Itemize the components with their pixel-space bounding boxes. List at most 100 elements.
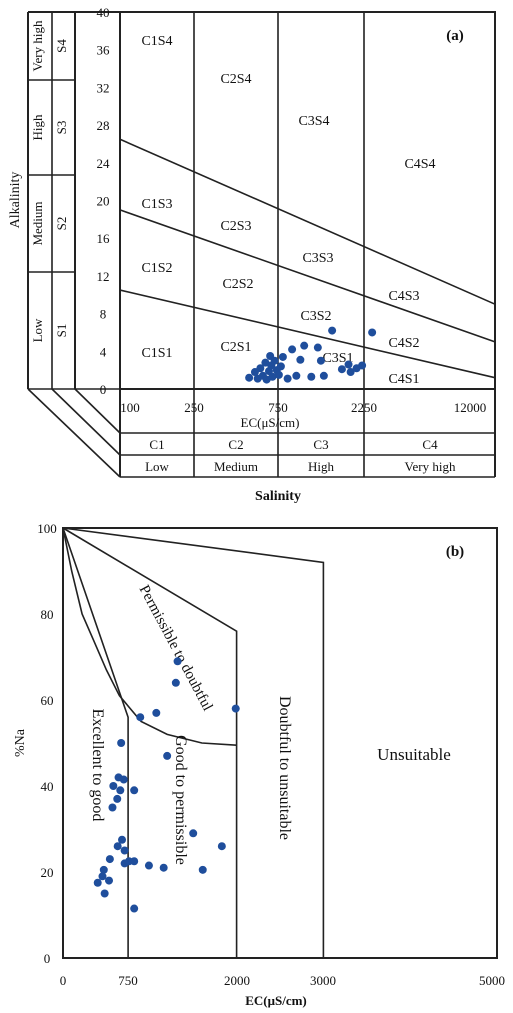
region-label: Permissible to doubtful	[136, 583, 216, 714]
panel-b-data-point	[171, 678, 180, 687]
sodium-level-label: High	[30, 114, 45, 141]
zone-label: C2S1	[220, 340, 251, 355]
sodium-code-label: S2	[54, 217, 69, 231]
panel-b-data-point	[99, 865, 108, 874]
panel-b-data-point	[189, 829, 198, 838]
panel-a-ylabel: Alkalinity	[8, 172, 23, 229]
panel-b-data-point	[118, 835, 127, 844]
salinity-level-label: Very high	[405, 459, 456, 474]
panel-b-ytick: 80	[41, 607, 54, 622]
zone-label: C4S2	[388, 336, 419, 351]
salinity-code-label: C2	[228, 437, 243, 452]
sodium-code-label: S1	[54, 324, 69, 338]
zone-label: C4S1	[388, 372, 419, 387]
panel-a-data-point	[292, 371, 301, 380]
panel-b-data-point	[120, 846, 129, 855]
zone-label: C3S4	[298, 114, 329, 129]
panel-a-data-point	[346, 368, 355, 377]
sodium-boundary-line-2	[119, 138, 496, 305]
panel-a-ytick: 4	[100, 344, 107, 359]
panel-a-data-point	[337, 365, 346, 374]
panel-a-data-point	[268, 372, 277, 381]
panel-a-data-point	[344, 360, 353, 369]
sodium-level-label: Medium	[30, 201, 45, 245]
region-label: Excellent to good	[89, 709, 106, 822]
panel-b-data-point	[159, 863, 168, 872]
panel-b-data-point	[119, 775, 128, 784]
region-label: Doubtful to unsuitable	[276, 696, 293, 840]
panel-b-xtick: 2000	[224, 973, 250, 988]
panel-b-data-point	[136, 713, 145, 722]
salinity-level-label: Low	[145, 459, 169, 474]
panel-b-data-point	[130, 857, 139, 866]
panel-b-xtick: 5000	[479, 973, 505, 988]
panel-a-data-point	[245, 373, 254, 382]
panel-a-data-point	[313, 343, 322, 352]
panel-b-data-point	[173, 657, 182, 666]
region-label: Good to permissible	[172, 735, 189, 865]
sodium-boundary-line-0	[119, 289, 496, 379]
panel-b-data-point	[120, 859, 129, 868]
zone-label: C4S3	[388, 289, 419, 304]
panel-b-data-point	[113, 842, 122, 851]
panel-b-data-point	[152, 708, 161, 717]
panel-a-data-point	[328, 326, 337, 335]
panel-a-ytick: 16	[97, 231, 111, 246]
panel-b-ytick: 40	[41, 779, 54, 794]
panel-a-data-point	[296, 355, 305, 364]
panel-a-data-point	[300, 341, 309, 350]
panel-b-data-point	[130, 786, 139, 795]
panel-a-xlabel: EC(μS/cm)	[241, 415, 300, 430]
boundary-doubtful	[62, 527, 325, 958]
panel-a-ytick: 40	[97, 5, 110, 20]
panel-b-ytick: 20	[41, 865, 54, 880]
panel-b-xtick: 0	[60, 973, 67, 988]
panel-b-frame	[62, 527, 498, 959]
salinity-level-label: High	[308, 459, 335, 474]
panel-a-data-point	[288, 345, 297, 354]
zone-label: C2S2	[222, 277, 253, 292]
panel-a-xtick: 2250	[351, 400, 377, 415]
panel-b-data-point	[105, 876, 114, 885]
panel-a-data-point	[274, 370, 283, 379]
boundary-excellent	[62, 527, 129, 958]
zone-label: C1S4	[141, 34, 172, 49]
panel-b-ytick: 60	[41, 693, 54, 708]
panel-b-data-point	[117, 739, 126, 747]
panel-a-ytick: 12	[97, 269, 110, 284]
panel-a-frame	[119, 11, 496, 390]
salinity-code-label: C3	[313, 437, 328, 452]
panel-b-xlabel: EC(μS/cm)	[245, 993, 307, 1008]
panel-a-data-point	[358, 361, 367, 370]
panel-a-ytick: 28	[97, 118, 110, 133]
panel-a-data-point	[319, 371, 328, 380]
panel-a-data-point	[276, 362, 285, 371]
panel-b-ytick: 0	[44, 951, 51, 966]
panel-b-label: (b)	[446, 544, 464, 560]
panel-a-salinity-title: Salinity	[255, 489, 301, 504]
zone-label: C4S4	[404, 157, 435, 172]
sodium-level-label: Low	[30, 318, 45, 342]
oblique-outer	[27, 388, 121, 478]
panel-b-ytick: 100	[37, 521, 57, 536]
zone-label: C1S2	[141, 261, 172, 276]
zone-label: C3S3	[302, 251, 333, 266]
salinity-code-label: C1	[149, 437, 164, 452]
zone-label: C1S3	[141, 197, 172, 212]
oblique-inner	[74, 388, 121, 434]
panel-a-xtick: 250	[184, 400, 204, 415]
panel-a-ytick: 32	[97, 80, 110, 95]
panel-a-ytick: 0	[100, 382, 107, 397]
panel-b-data-point	[109, 782, 118, 790]
panel-a-ytick: 8	[100, 307, 107, 322]
panel-a-data-point	[256, 364, 265, 373]
panel-b-data-point	[113, 794, 122, 803]
sodium-level-label: Very high	[30, 20, 45, 71]
panel-b-data-point	[198, 865, 207, 874]
boundary-permissible	[62, 527, 238, 958]
panel-b-xtick: 750	[118, 973, 138, 988]
panel-a-data-point	[316, 356, 325, 365]
panel-b-data-point	[105, 855, 114, 864]
panel-a-data-point	[307, 372, 316, 381]
